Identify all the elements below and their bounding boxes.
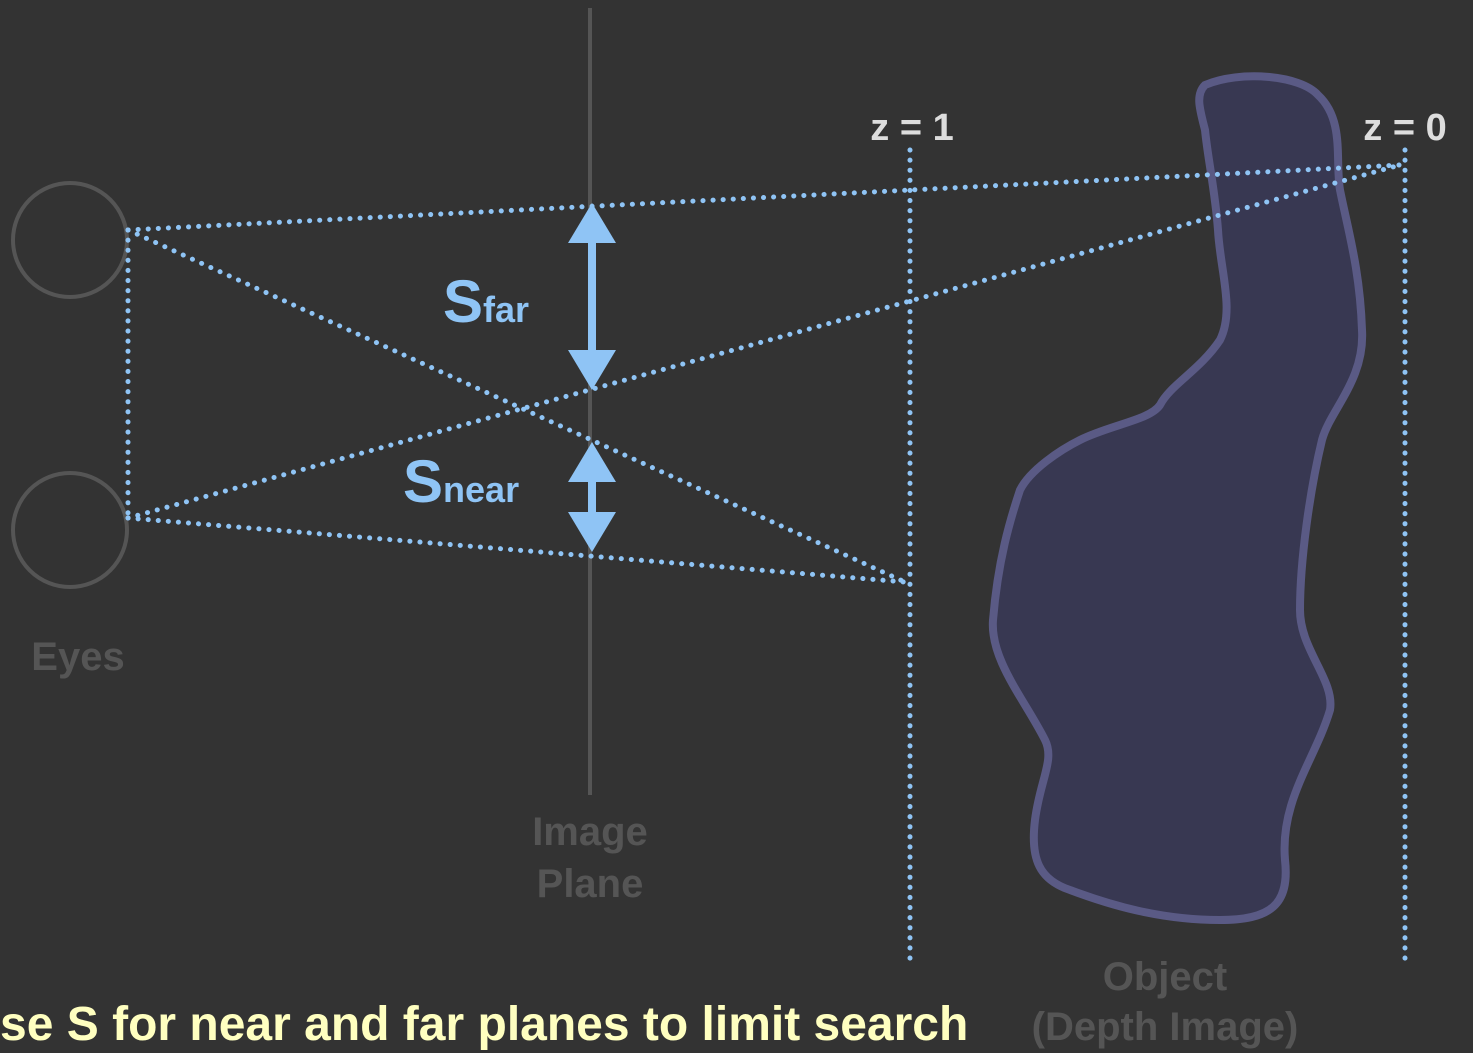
ray: [125, 515, 908, 585]
ray: [125, 162, 1403, 233]
ray: [125, 162, 1403, 521]
s-near-arrow: [568, 442, 616, 552]
object-label: Object: [1103, 955, 1227, 999]
z0-label: z = 0: [1363, 107, 1446, 149]
eyes-label: Eyes: [31, 635, 124, 679]
s-far-arrow: [568, 203, 616, 390]
depth-label: (Depth Image): [1032, 1005, 1299, 1049]
eye: [11, 471, 129, 589]
s-near-label: Snear: [403, 448, 519, 515]
image-label: Image: [532, 810, 648, 854]
z1-label: z = 1: [870, 107, 953, 149]
ray: [125, 227, 908, 585]
object: [988, 72, 1367, 925]
plane-label: Plane: [537, 862, 644, 906]
caption: se S for near and far planes to limit se…: [0, 998, 968, 1051]
s-far-label: Sfar: [443, 268, 529, 335]
